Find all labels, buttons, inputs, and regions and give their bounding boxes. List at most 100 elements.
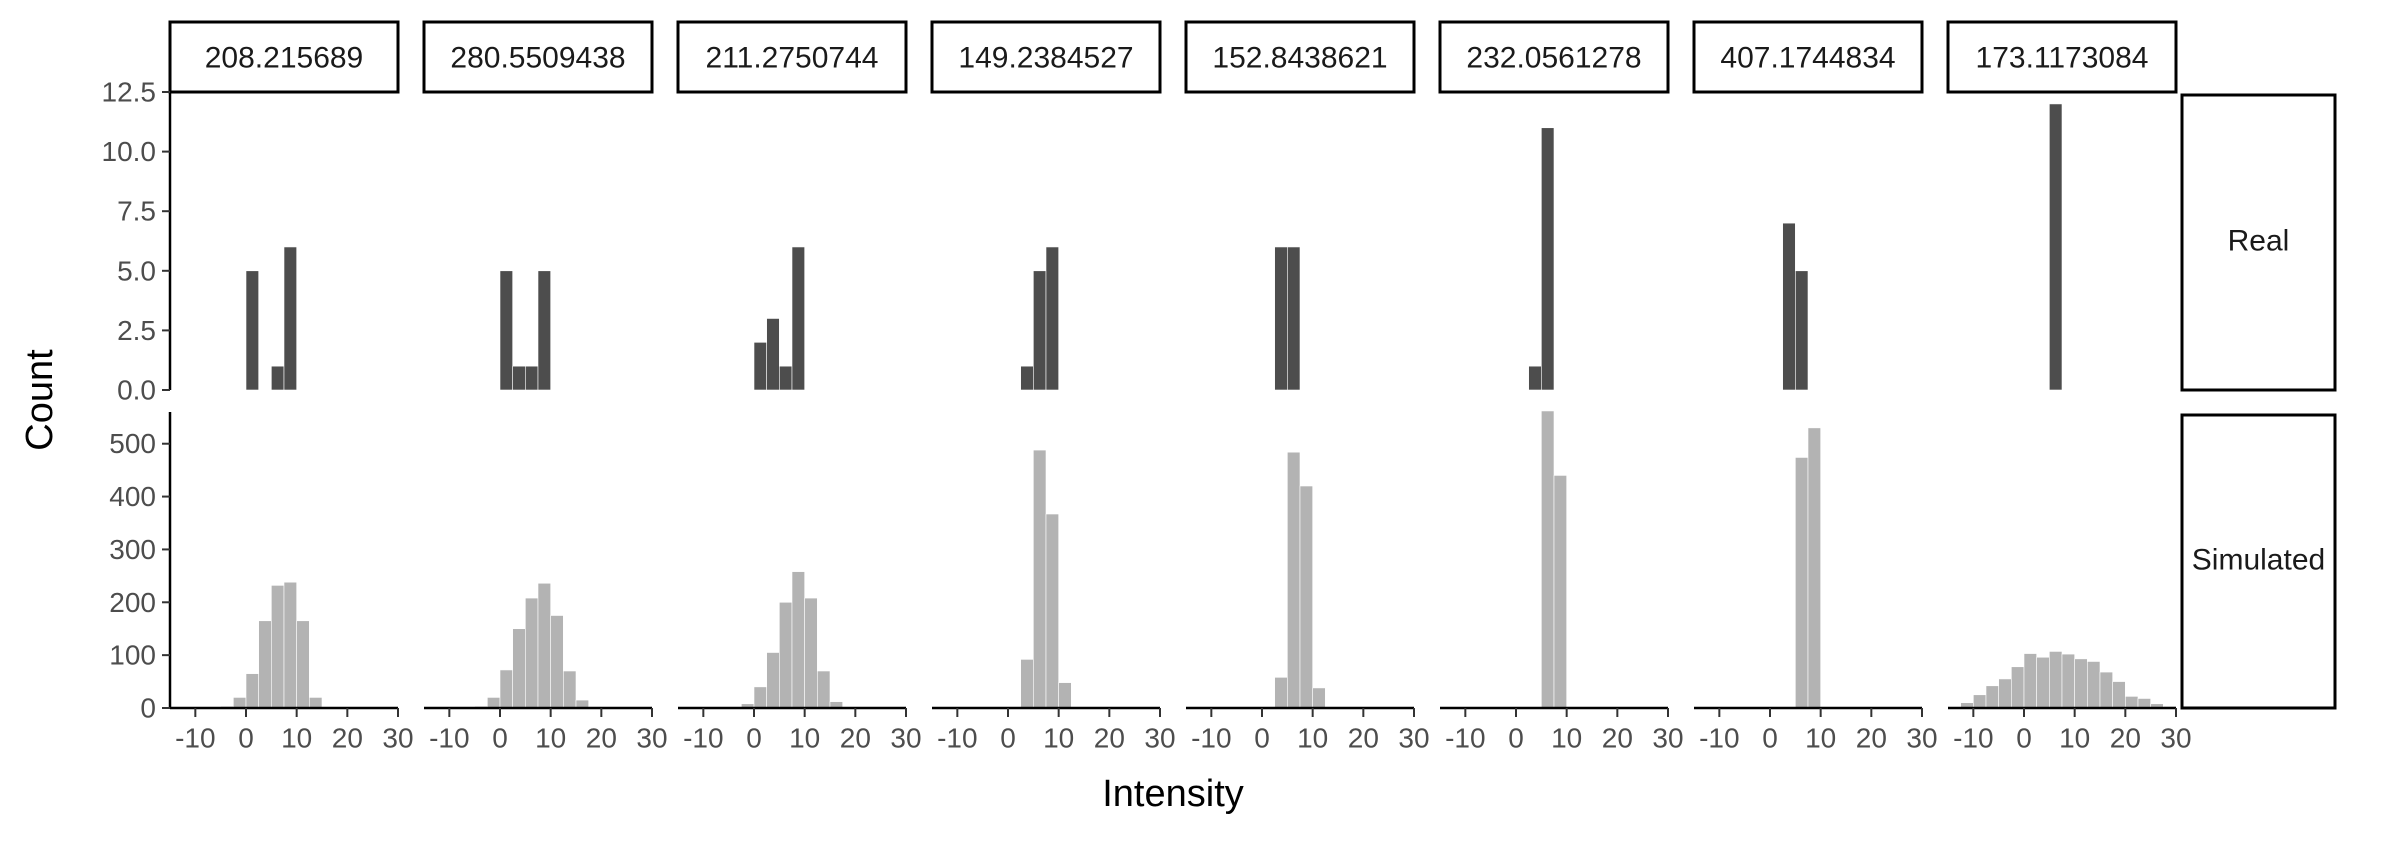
histogram-bar bbox=[2074, 658, 2088, 709]
histogram-bar bbox=[791, 571, 805, 709]
histogram-bar bbox=[804, 597, 818, 709]
histogram-bar bbox=[271, 585, 285, 709]
y-axis-title: Count bbox=[19, 349, 61, 451]
facet-strip-box bbox=[676, 20, 908, 94]
y-tick-label: 400 bbox=[109, 481, 156, 512]
facet-strip-label: 149.2384527 bbox=[958, 42, 1133, 75]
histogram-bar bbox=[283, 581, 297, 709]
histogram-bar bbox=[258, 620, 272, 709]
histogram-bar bbox=[2049, 103, 2063, 391]
y-tick-label: 200 bbox=[109, 587, 156, 618]
histogram-bar bbox=[525, 597, 539, 709]
facet-strip-label: 407.1744834 bbox=[1720, 42, 1895, 75]
x-tick-label: 10 bbox=[1551, 723, 1582, 754]
histogram-bar bbox=[2087, 661, 2101, 709]
histogram-bar bbox=[537, 270, 551, 391]
x-tick-label: 20 bbox=[332, 723, 363, 754]
histogram-bar bbox=[2011, 666, 2025, 709]
y-tick-label: 5.0 bbox=[117, 255, 156, 286]
histogram-bar bbox=[2112, 681, 2126, 709]
y-tick-label: 100 bbox=[109, 640, 156, 671]
x-tick-label: 30 bbox=[382, 723, 413, 754]
x-tick-label: 0 bbox=[492, 723, 508, 754]
x-tick-label: 10 bbox=[1805, 723, 1836, 754]
facet-strip-label: 280.5509438 bbox=[450, 42, 625, 75]
y-tick-label: 500 bbox=[109, 428, 156, 459]
x-tick-label: -10 bbox=[429, 723, 469, 754]
histogram-bar bbox=[1045, 513, 1059, 709]
x-tick-label: 30 bbox=[1398, 723, 1429, 754]
x-tick-label: -10 bbox=[1699, 723, 1739, 754]
x-tick-label: 0 bbox=[1762, 723, 1778, 754]
histogram-bar bbox=[1985, 685, 1999, 709]
histogram-bar bbox=[1020, 659, 1034, 709]
histogram-bar bbox=[487, 697, 501, 709]
histogram-bar bbox=[1807, 427, 1821, 709]
x-tick-label: 30 bbox=[636, 723, 667, 754]
histogram-bar bbox=[1312, 687, 1326, 709]
x-tick-label: -10 bbox=[1953, 723, 1993, 754]
histogram-bar bbox=[1795, 270, 1809, 391]
y-tick-label: 2.5 bbox=[117, 315, 156, 346]
x-tick-label: 0 bbox=[1508, 723, 1524, 754]
y-tick-label: 12.5 bbox=[102, 77, 157, 108]
histogram-bar bbox=[563, 670, 577, 709]
histogram-bar bbox=[1274, 246, 1288, 391]
histogram-bar bbox=[1287, 451, 1301, 709]
histogram-bar bbox=[233, 697, 247, 709]
histogram-bar bbox=[1274, 677, 1288, 709]
histogram-bar bbox=[1020, 365, 1034, 391]
histogram-bar bbox=[779, 365, 793, 391]
y-tick-label: 300 bbox=[109, 534, 156, 565]
histogram-bar bbox=[2023, 653, 2037, 709]
x-tick-label: 0 bbox=[1000, 723, 1016, 754]
row-strip-box bbox=[2180, 413, 2337, 710]
histogram-bar bbox=[2099, 671, 2113, 709]
x-tick-label: 30 bbox=[2160, 723, 2191, 754]
x-axis-title: Intensity bbox=[1102, 773, 1244, 815]
histogram-bar bbox=[512, 365, 526, 391]
histogram-bar bbox=[309, 697, 323, 709]
x-tick-label: 20 bbox=[1602, 723, 1633, 754]
x-tick-label: 0 bbox=[2016, 723, 2032, 754]
histogram-bar bbox=[1033, 270, 1047, 391]
histogram-bar bbox=[1553, 475, 1567, 709]
histogram-bar bbox=[2125, 696, 2139, 709]
histogram-bar bbox=[1528, 365, 1542, 391]
histogram-bar bbox=[512, 628, 526, 709]
x-tick-label: 10 bbox=[1297, 723, 1328, 754]
x-tick-label: 20 bbox=[1856, 723, 1887, 754]
x-tick-label: 20 bbox=[2110, 723, 2141, 754]
facet-strip-label: 232.0561278 bbox=[1466, 42, 1641, 75]
histogram-bar bbox=[2061, 653, 2075, 709]
x-tick-label: 20 bbox=[1348, 723, 1379, 754]
facet-strip-label: 173.1173084 bbox=[1976, 42, 2149, 75]
x-tick-label: 30 bbox=[1144, 723, 1175, 754]
histogram-bar bbox=[550, 615, 564, 709]
histogram-bar bbox=[1795, 457, 1809, 709]
histogram-bar bbox=[1058, 682, 1072, 709]
histogram-bar bbox=[245, 673, 259, 709]
x-tick-label: -10 bbox=[937, 723, 977, 754]
histogram-bar bbox=[766, 318, 780, 391]
y-tick-label: 7.5 bbox=[117, 196, 156, 227]
facet-strip-box bbox=[168, 20, 400, 94]
x-tick-label: 10 bbox=[2059, 723, 2090, 754]
row-strip-box bbox=[2180, 93, 2337, 392]
histogram-bar bbox=[753, 342, 767, 391]
histogram-bar bbox=[779, 601, 793, 709]
histogram-bar bbox=[499, 669, 513, 709]
x-tick-label: 0 bbox=[1254, 723, 1270, 754]
facet-strip-label: 152.8438621 bbox=[1212, 42, 1387, 75]
histogram-bar bbox=[2049, 651, 2063, 709]
histogram-bar bbox=[245, 270, 259, 391]
histogram-bar bbox=[1782, 222, 1796, 391]
histogram-bar bbox=[499, 270, 513, 391]
facet-strip-box bbox=[422, 20, 654, 94]
x-tick-label: 30 bbox=[1652, 723, 1683, 754]
y-tick-label: 0 bbox=[140, 693, 156, 724]
histogram-bar bbox=[283, 246, 297, 391]
histogram-bar bbox=[1287, 246, 1301, 391]
